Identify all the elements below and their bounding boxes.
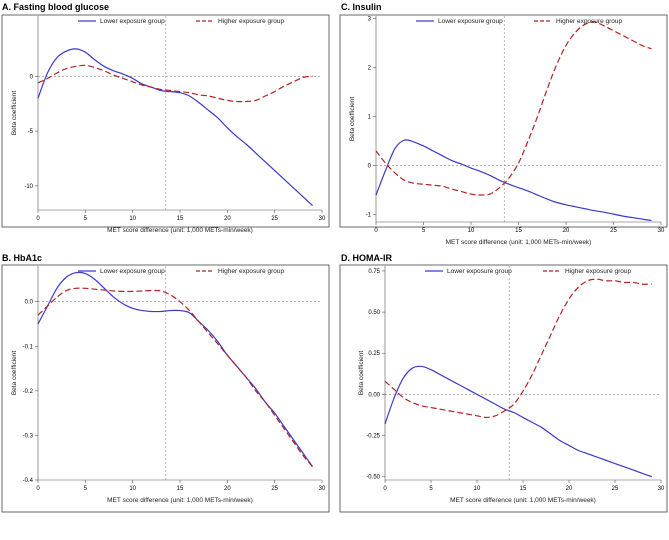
panel-b: B. HbA1c 0 5 10 15 20 25 30 -0.4 -0.3 -0.2 -0.1 0.0 M… bbox=[1, 253, 330, 513]
y-tick-label: -5 bbox=[28, 129, 34, 135]
x-tick-label: 5 bbox=[429, 486, 433, 492]
y-tick-label: -0.4 bbox=[23, 478, 34, 484]
x-tick-label: 10 bbox=[129, 486, 136, 492]
y-tick-label: -1 bbox=[366, 213, 372, 219]
y-tick-label: 3 bbox=[368, 16, 372, 22]
legend-label: Lower exposure group bbox=[438, 18, 503, 25]
legend-label: Higher exposure group bbox=[218, 18, 285, 25]
y-tick-label: -10 bbox=[24, 184, 33, 190]
x-tick-label: 15 bbox=[177, 486, 184, 492]
higher-exposure-line bbox=[375, 21, 652, 196]
panel-a: A. Fasting blood glucose 0 5 10 15 20 25 30 -10 -… bbox=[1, 2, 330, 234]
x-axis-label: MET score difference (unit: 1,000 METs-m… bbox=[107, 497, 253, 504]
legend-label: Lower exposure group bbox=[447, 268, 512, 275]
y-tick-label: 2 bbox=[368, 66, 372, 72]
legend-label: Higher exposure group bbox=[218, 268, 285, 275]
x-axis-label: MET score difference (unit: 1,000 METs-m… bbox=[450, 497, 596, 504]
x-tick-label: 5 bbox=[84, 216, 88, 222]
y-tick-label: -0.1 bbox=[23, 344, 34, 350]
panel-title: D. HOMA-IR bbox=[341, 253, 392, 263]
y-axis-label: Beta coefficient bbox=[349, 97, 356, 142]
x-tick-label: 10 bbox=[468, 228, 475, 234]
panel-title: C. Insulin bbox=[341, 2, 382, 12]
higher-exposure-line bbox=[384, 278, 652, 419]
y-tick-label: 0.0 bbox=[25, 300, 34, 306]
y-tick-label: 1 bbox=[368, 115, 372, 121]
x-tick-label: 25 bbox=[612, 486, 619, 492]
x-tick-label: 5 bbox=[84, 486, 88, 492]
legend-label: Lower exposure group bbox=[100, 18, 165, 25]
y-axis-label: Beta coefficient bbox=[11, 91, 18, 136]
y-tick-label: -0.2 bbox=[23, 389, 34, 395]
y-axis-label: Beta coefficient bbox=[358, 351, 365, 396]
x-tick-label: 25 bbox=[271, 216, 278, 222]
legend-label: Lower exposure group bbox=[100, 268, 165, 275]
x-axis-label: MET score difference (unit: 1,000 METs-m… bbox=[107, 227, 253, 234]
lower-exposure-line bbox=[37, 271, 314, 467]
legend-label: Higher exposure group bbox=[556, 18, 623, 25]
y-axis-label: Beta coefficient bbox=[11, 351, 18, 396]
x-tick-label: 0 bbox=[36, 486, 40, 492]
x-tick-label: 10 bbox=[474, 486, 481, 492]
x-tick-label: 25 bbox=[610, 228, 617, 234]
x-tick-label: 20 bbox=[224, 486, 231, 492]
panel-title: B. HbA1c bbox=[2, 253, 42, 263]
x-tick-label: 0 bbox=[383, 486, 387, 492]
x-tick-label: 0 bbox=[374, 228, 378, 234]
x-tick-label: 30 bbox=[319, 216, 326, 222]
lower-exposure-line bbox=[375, 139, 652, 222]
x-axis-label: MET score difference (unit: 1,000 METs-m… bbox=[446, 239, 592, 246]
x-tick-label: 20 bbox=[224, 216, 231, 222]
higher-exposure-line bbox=[37, 64, 313, 103]
panel-frame bbox=[1, 264, 330, 513]
panel-title: A. Fasting blood glucose bbox=[2, 2, 109, 12]
x-tick-label: 10 bbox=[129, 216, 136, 222]
x-tick-label: 20 bbox=[563, 228, 570, 234]
panel-c: C. Insulin 0 5 10 15 20 25 30 -1 0 1 2 3 MET score di… bbox=[339, 2, 668, 246]
x-tick-label: 30 bbox=[658, 228, 665, 234]
x-tick-label: 25 bbox=[271, 486, 278, 492]
panel-frame bbox=[1, 14, 330, 228]
y-tick-label: 0.75 bbox=[368, 269, 380, 275]
y-tick-label: 0 bbox=[368, 164, 372, 170]
y-tick-label: 0 bbox=[30, 74, 34, 80]
y-tick-label: -0.25 bbox=[366, 434, 380, 440]
lower-exposure-line bbox=[384, 365, 653, 478]
x-tick-label: 15 bbox=[515, 228, 522, 234]
y-tick-label: -0.50 bbox=[366, 475, 380, 481]
x-tick-label: 30 bbox=[319, 486, 326, 492]
y-tick-label: 0.00 bbox=[368, 392, 380, 398]
x-tick-label: 5 bbox=[422, 228, 426, 234]
x-tick-label: 0 bbox=[36, 216, 40, 222]
higher-exposure-line bbox=[37, 287, 313, 468]
x-tick-label: 30 bbox=[658, 486, 665, 492]
lower-exposure-line bbox=[37, 48, 313, 207]
x-tick-label: 20 bbox=[566, 486, 573, 492]
panel-frame bbox=[339, 264, 668, 513]
y-tick-label: -0.3 bbox=[23, 433, 34, 439]
panel-d: D. HOMA-IR 0 5 10 15 20 25 30 -0.50 -0.25 0.00 0.25… bbox=[339, 253, 668, 513]
x-tick-label: 15 bbox=[520, 486, 527, 492]
y-tick-label: 0.25 bbox=[368, 351, 380, 357]
legend-label: Higher exposure group bbox=[565, 268, 632, 275]
y-tick-label: 0.50 bbox=[368, 310, 380, 316]
x-tick-label: 15 bbox=[177, 216, 184, 222]
panel-frame bbox=[339, 14, 668, 228]
